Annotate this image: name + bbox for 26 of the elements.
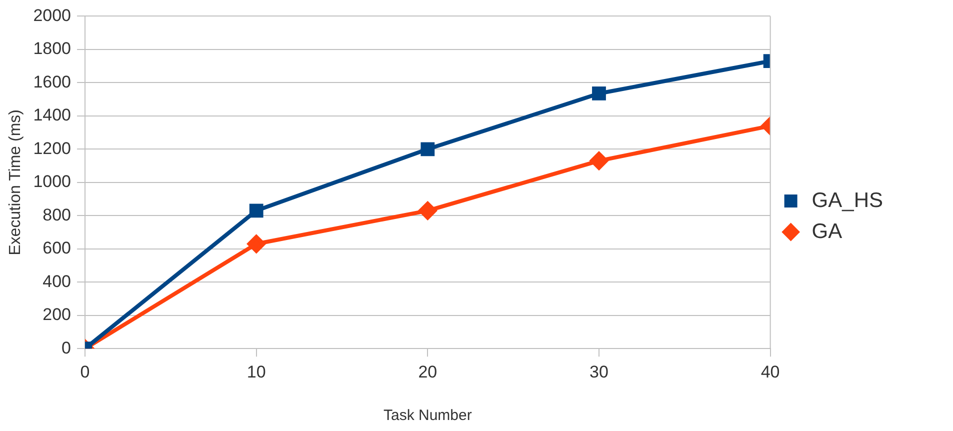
y-tick-label: 200 bbox=[42, 305, 72, 324]
y-tick-label: 400 bbox=[42, 272, 72, 291]
y-tick-label: 1600 bbox=[33, 72, 72, 92]
y-tick-label: 0 bbox=[62, 338, 72, 358]
x-tick-label: 20 bbox=[418, 362, 438, 382]
y-tick-label: 1400 bbox=[33, 106, 72, 125]
point bbox=[420, 142, 435, 156]
x-tick-label: 0 bbox=[80, 362, 90, 382]
legend-label: GA bbox=[812, 220, 842, 243]
y-tick-label: 800 bbox=[42, 205, 72, 224]
y-tick-label: 600 bbox=[42, 238, 72, 258]
point bbox=[418, 202, 437, 220]
y-tick-label: 1800 bbox=[33, 39, 72, 58]
x-tick-label: 30 bbox=[590, 362, 608, 382]
y-tick-label: 1000 bbox=[33, 172, 72, 192]
x-tick-label: 40 bbox=[760, 362, 780, 382]
y-tick-label: 1200 bbox=[33, 138, 72, 158]
legend-label: GA_HS bbox=[812, 188, 884, 212]
point bbox=[247, 234, 266, 253]
x-tick-label: 10 bbox=[246, 362, 266, 382]
point bbox=[590, 152, 608, 170]
y-axis-title: Execution Time (ms) bbox=[7, 109, 24, 256]
point bbox=[249, 204, 264, 218]
y-tick-label: 2000 bbox=[33, 6, 72, 25]
point bbox=[592, 86, 606, 100]
x-axis-title: Task Number bbox=[383, 407, 472, 424]
